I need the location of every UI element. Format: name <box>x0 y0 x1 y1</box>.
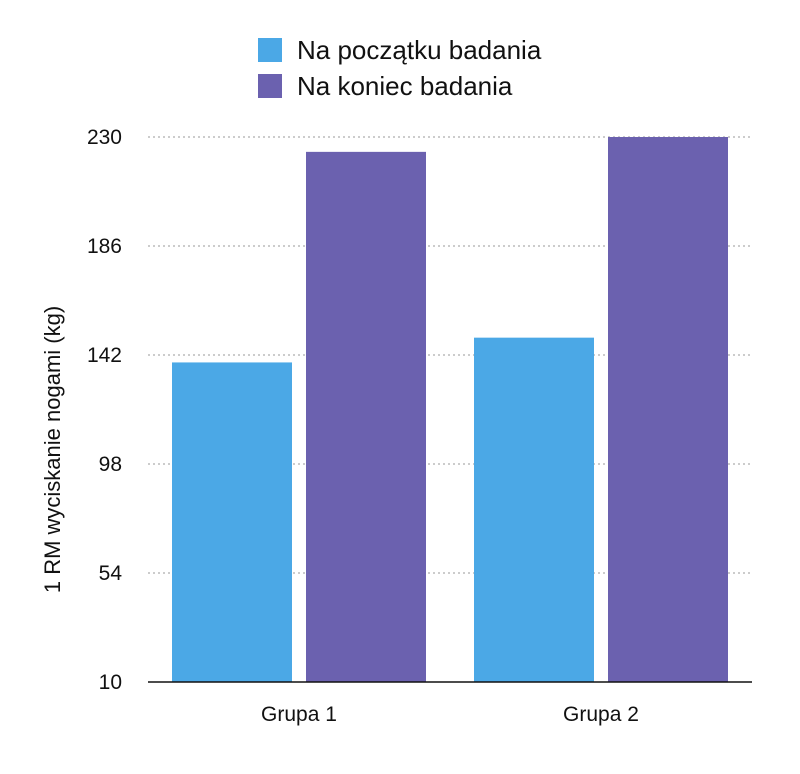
y-tick-label: 10 <box>99 671 122 694</box>
x-axis-categories: Grupa 1 Grupa 2 <box>261 703 639 726</box>
x-category-label: Grupa 1 <box>261 703 337 726</box>
x-category-label: Grupa 2 <box>563 703 639 726</box>
legend-swatch <box>258 38 282 62</box>
legend-label: Na koniec badania <box>297 71 513 101</box>
bar-start-2 <box>474 337 594 682</box>
y-tick-label: 142 <box>87 344 122 367</box>
bar-start-1 <box>172 362 292 682</box>
bar-end-2 <box>608 137 728 682</box>
legend-label: Na początku badania <box>297 35 542 65</box>
bars <box>172 137 728 682</box>
y-axis-label: 1 RM wyciskanie nogami (kg) <box>40 306 65 593</box>
legend-swatch <box>258 74 282 98</box>
y-tick-label: 54 <box>99 562 123 585</box>
y-axis-ticks: 10 54 98 142 186 230 <box>87 126 122 694</box>
y-tick-label: 186 <box>87 235 122 258</box>
y-tick-label: 98 <box>99 453 122 476</box>
legend: Na początku badania Na koniec badania <box>258 35 542 101</box>
bar-end-1 <box>306 151 426 682</box>
y-tick-label: 230 <box>87 126 122 149</box>
